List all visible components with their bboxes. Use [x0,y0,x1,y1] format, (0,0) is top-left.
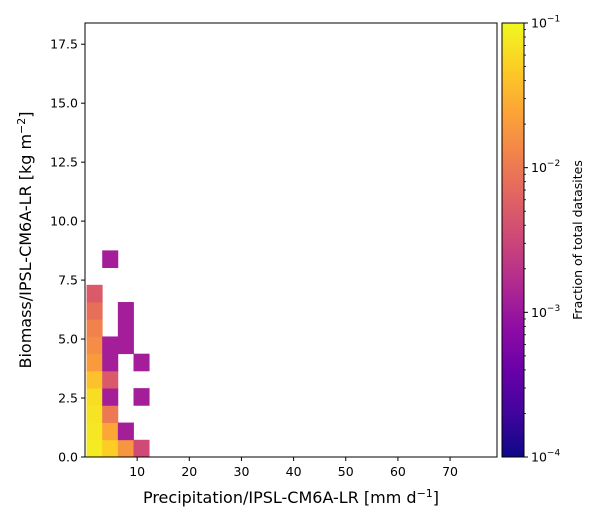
heatmap-cell [102,370,119,389]
y-axis-label: Biomass/IPSL-CM6A-LR [kg m−2] [15,111,35,368]
heatmap-cell [102,388,119,406]
heatmap-cell [86,388,103,406]
heatmap-cell [86,284,103,303]
x-axis-label: Precipitation/IPSL-CM6A-LR [mm d−1] [143,487,439,507]
heatmap-cell [102,405,119,423]
colorbar-ticks: 10−4 10−3 10−2 10−1 [524,15,560,465]
heatmap-cell [86,302,103,320]
heatmap-cell [133,353,150,372]
plot-frame [84,22,498,458]
heatmap-cell [102,336,119,355]
x-tick-label: 50 [338,464,354,479]
heatmap-cells [86,250,150,458]
heatmap-cell [117,302,134,320]
heatmap-cell [86,336,103,355]
y-tick-label: 0.0 [58,450,78,465]
colorbar-tick-label: 10−1 [531,15,560,31]
x-tick-label: 40 [286,464,302,479]
heatmap-cell [86,370,103,389]
colorbar-label: Fraction of total datasites [570,160,585,320]
x-tick-label: 20 [181,464,197,479]
heatmap-cell [117,439,134,458]
heatmap-cell [133,439,150,458]
heatmap-cell [102,250,119,268]
heatmap-cell [117,319,134,337]
y-tick-label: 12.5 [50,155,78,170]
heatmap-cell [86,405,103,423]
heatmap-cell [133,388,150,406]
y-tick-label: 15.0 [50,96,78,111]
colorbar [501,22,525,458]
x-axis: 10 20 30 40 50 60 70 [129,457,458,479]
heatmap-cell [117,422,134,441]
heatmap-cell [102,422,119,441]
colorbar-tick-label: 10−3 [531,304,560,320]
x-tick-label: 10 [129,464,145,479]
y-tick-label: 10.0 [50,214,78,229]
y-tick-label: 5.0 [58,332,78,347]
y-tick-label: 2.5 [58,391,78,406]
heatmap-cell [86,319,103,337]
colorbar-tick-label: 10−4 [531,449,560,465]
heatmap-cell [86,353,103,372]
x-tick-label: 60 [390,464,406,479]
heatmap-cell [117,336,134,355]
colorbar-tick-label: 10−2 [531,159,560,175]
x-tick-label: 30 [234,464,250,479]
x-tick-label: 70 [442,464,458,479]
heatmap-cell [86,439,103,458]
heatmap-cell [102,439,119,458]
heatmap-cell [102,353,119,372]
y-tick-label: 17.5 [50,37,78,52]
y-tick-label: 7.5 [58,273,78,288]
y-axis: 0.0 2.5 5.0 7.5 10.0 12.5 15.0 17.5 [50,37,85,465]
heatmap-cell [86,422,103,441]
